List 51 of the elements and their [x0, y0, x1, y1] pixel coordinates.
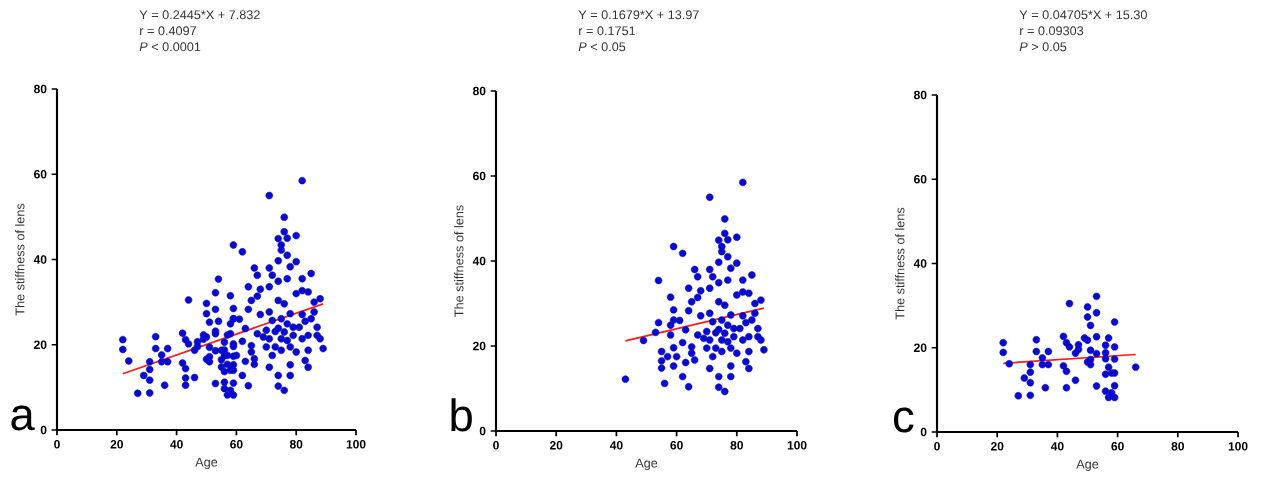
x-tick-label: 40	[609, 441, 623, 450]
y-tick-label: 0	[920, 427, 927, 437]
y-tick-label: 80	[472, 86, 486, 96]
text: P > 0.05	[1019, 42, 1067, 52]
chart-title: Y = 0.2445*X + 7.832	[139, 10, 260, 20]
x-tick-label: 80	[289, 440, 303, 449]
x-tick-label: 0	[493, 441, 499, 450]
text: a	[11, 405, 35, 431]
y-tick-label: 60	[473, 171, 486, 181]
y-tick-label: 20	[914, 343, 927, 353]
x-tick-label: 20	[549, 441, 563, 450]
x-tick-label: 40	[170, 440, 183, 449]
x-tick-label: 0	[934, 442, 940, 451]
chart-title: Y = 0.04705*X + 15.30	[1019, 10, 1147, 20]
x-tick-label: 40	[1050, 442, 1064, 451]
x-axis-title: Age	[1076, 459, 1099, 472]
y-axis-title: The stiffness of lens	[15, 203, 25, 316]
x-tick-label: 80	[1171, 442, 1184, 451]
y-tick-label: 80	[33, 84, 47, 94]
y-tick-label: 60	[914, 174, 927, 184]
y-tick-label: 60	[34, 169, 47, 179]
x-tick-label: 20	[990, 442, 1004, 451]
x-tick-label: 80	[730, 441, 743, 450]
text: c	[894, 407, 914, 433]
y-tick-label: 20	[473, 341, 486, 351]
x-tick-label: 60	[230, 440, 243, 449]
text: r = 0.1751	[579, 26, 636, 36]
y-tick-label: 0	[40, 425, 47, 435]
x-tick-label: 60	[670, 441, 683, 450]
y-tick-label: 80	[914, 90, 927, 100]
x-tick-label: 60	[1111, 442, 1124, 451]
y-tick-label: 40	[33, 255, 47, 264]
y-axis-title: The stiffness of lens	[895, 207, 905, 320]
x-tick-label: 100	[787, 441, 807, 450]
y-tick-label: 20	[34, 340, 47, 349]
y-tick-label: 40	[913, 259, 927, 268]
x-axis-title: Age	[195, 457, 218, 470]
chart-title: Y = 0.1679*X + 13.97	[578, 10, 699, 20]
y-tick-label: 40	[472, 256, 486, 266]
text: b	[451, 398, 472, 432]
x-tick-label: 20	[110, 440, 123, 449]
text: P < 0.05	[578, 42, 626, 52]
text: r = 0.09303	[1020, 26, 1084, 36]
text: P < 0.0001	[139, 42, 201, 52]
x-tick-label: 0	[54, 440, 60, 449]
y-axis-title: The stiffness of lens	[454, 205, 464, 317]
x-tick-label: 100	[346, 440, 366, 449]
x-tick-label: 100	[1228, 442, 1248, 451]
text: r = 0.4097	[140, 26, 197, 36]
y-tick-label: 0	[479, 426, 486, 436]
x-axis-title: Age	[635, 458, 658, 471]
